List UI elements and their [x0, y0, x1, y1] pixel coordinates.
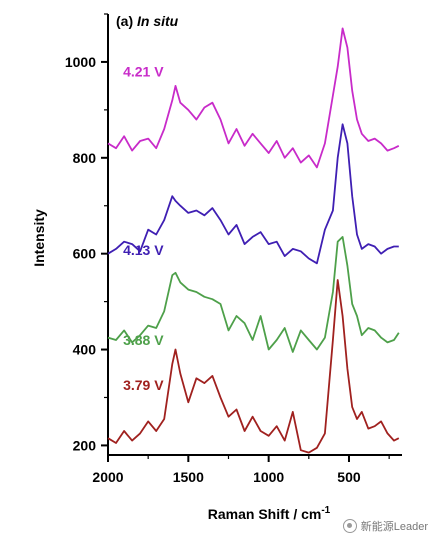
x-axis-label-text: Raman Shift / cm — [208, 506, 322, 522]
series-label-2: 3.88 V — [123, 332, 164, 348]
y-tick-label: 200 — [73, 437, 97, 453]
y-axis-label: Intensity — [31, 209, 47, 267]
x-tick-label: 1500 — [173, 469, 204, 485]
series-label-4: 4.21 V — [123, 63, 164, 79]
panel-label: (a) In situ — [116, 13, 179, 29]
series-line-1 — [107, 279, 400, 454]
y-tick-label: 1000 — [65, 54, 96, 70]
wechat-icon — [342, 519, 357, 533]
watermark-text: 新能源Leader — [360, 521, 428, 533]
y-tick-label: 800 — [73, 150, 97, 166]
axes: 200 400 600 800 1000 2000 1500 1000 500 — [65, 13, 402, 485]
x-tick-label: 1000 — [253, 469, 284, 485]
watermark: 新能源Leader — [342, 518, 428, 534]
series-layer: 3.79 V 3.88 V 4.13 V 4.21 V — [107, 27, 400, 454]
panel-label-prefix: (a) — [116, 13, 137, 29]
x-tick-label: 500 — [337, 469, 361, 485]
series-label-3: 4.13 V — [123, 242, 164, 258]
x-axis-label-sup: -1 — [321, 505, 330, 516]
y-tick-label: 400 — [73, 342, 97, 358]
panel-label-italic: In situ — [137, 13, 179, 29]
x-axis-label: Raman Shift / cm-1 — [208, 505, 331, 522]
series-line-2 — [107, 236, 400, 353]
series-line-3 — [107, 123, 399, 265]
series-label-1: 3.79 V — [123, 377, 164, 393]
y-tick-label: 600 — [73, 246, 97, 262]
series-line-4 — [107, 27, 400, 169]
x-tick-label: 2000 — [92, 469, 123, 485]
